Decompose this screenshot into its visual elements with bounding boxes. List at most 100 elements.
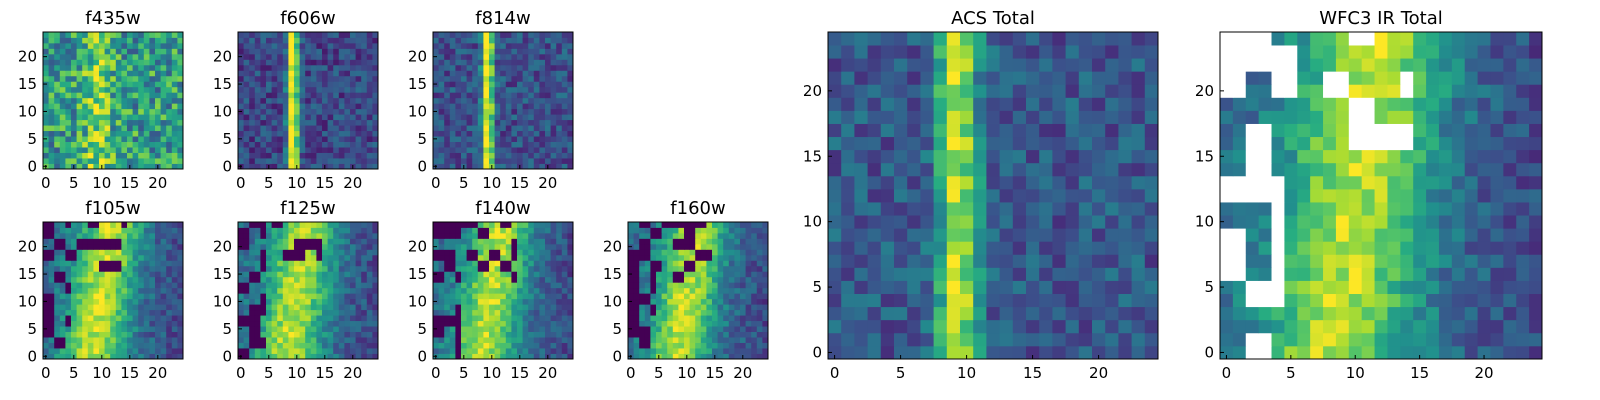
heatmap-cell xyxy=(271,353,278,360)
heatmap-cell xyxy=(132,315,139,322)
heatmap-cell xyxy=(500,114,507,121)
heatmap-cell xyxy=(545,64,551,71)
heatmap-cell xyxy=(294,92,300,99)
heatmap-cell xyxy=(455,42,462,49)
heatmap-cell xyxy=(740,342,746,349)
heatmap-cell xyxy=(517,293,523,300)
heatmap-cell xyxy=(567,92,574,99)
heatmap-cell xyxy=(661,331,668,338)
heatmap-cell xyxy=(338,64,345,71)
heatmap-cell xyxy=(489,304,495,311)
heatmap-cell xyxy=(338,260,345,267)
heatmap-cell xyxy=(438,64,445,71)
heatmap-cell xyxy=(71,298,77,305)
heatmap-cell xyxy=(455,232,462,239)
heatmap-cell xyxy=(333,75,340,82)
heatmap-cell xyxy=(477,97,484,104)
heatmap-cell xyxy=(99,249,105,256)
heatmap-cell xyxy=(254,254,261,261)
heatmap-cell xyxy=(99,331,105,338)
heatmap-cell xyxy=(143,271,150,278)
heatmap-cell xyxy=(344,298,351,305)
heatmap-cell xyxy=(734,254,741,261)
heatmap-cell xyxy=(567,75,574,82)
heatmap-cell xyxy=(661,243,668,250)
heatmap-cell xyxy=(149,282,156,289)
heatmap-cell xyxy=(1131,267,1146,281)
heatmap-cell xyxy=(149,304,156,311)
heatmap-cell xyxy=(43,158,49,164)
heatmap-cell xyxy=(316,342,323,349)
heatmap-cell xyxy=(438,37,445,44)
heatmap-cell xyxy=(48,342,55,349)
heatmap-cell xyxy=(127,147,133,153)
heatmap-cell xyxy=(472,309,479,316)
y-tick-label: 10 xyxy=(408,292,427,310)
heatmap-cell xyxy=(489,37,495,44)
heatmap-cell xyxy=(633,304,640,311)
heatmap-cell xyxy=(288,64,295,71)
heatmap-cell xyxy=(138,309,145,316)
heatmap-cell xyxy=(723,265,730,272)
heatmap-cell xyxy=(489,53,495,60)
heatmap-cell xyxy=(500,282,507,289)
heatmap-cell xyxy=(455,238,462,245)
heatmap-cell xyxy=(650,326,657,332)
heatmap-cell xyxy=(728,337,735,343)
heatmap-cell xyxy=(277,147,284,153)
heatmap-cell xyxy=(299,114,306,121)
heatmap-cell xyxy=(678,293,685,300)
heatmap-cell xyxy=(54,108,61,115)
heatmap-cell xyxy=(633,271,640,278)
heatmap-cell xyxy=(355,136,362,142)
heatmap-cell xyxy=(489,75,495,82)
heatmap-cell xyxy=(717,271,724,278)
heatmap-cell xyxy=(528,103,535,110)
heatmap-cell xyxy=(266,48,272,55)
heatmap-cell xyxy=(483,37,490,44)
heatmap-cell xyxy=(104,42,111,49)
y-tick-label: 10 xyxy=(603,292,622,310)
heatmap-cell xyxy=(366,309,373,316)
heatmap-cell xyxy=(59,152,66,159)
heatmap-cell xyxy=(999,228,1014,242)
heatmap-cell xyxy=(48,103,55,110)
heatmap-cell xyxy=(65,86,72,93)
heatmap-cell xyxy=(350,276,356,283)
heatmap-cell xyxy=(1065,241,1080,255)
heatmap-cell xyxy=(110,158,117,164)
heatmap-cell xyxy=(545,103,551,110)
heatmap-cell xyxy=(1026,280,1040,294)
heatmap-cell xyxy=(338,48,345,55)
heatmap-cell xyxy=(282,304,289,311)
heatmap-cell xyxy=(104,265,111,272)
heatmap-cell xyxy=(310,53,317,60)
heatmap-cell xyxy=(155,114,161,121)
heatmap-cell xyxy=(894,136,908,151)
heatmap-cell xyxy=(327,298,334,305)
heatmap-cell xyxy=(522,92,529,99)
heatmap-cell xyxy=(561,75,568,82)
heatmap-cell xyxy=(672,298,679,305)
heatmap-cell xyxy=(461,136,467,142)
heatmap-cell xyxy=(65,282,72,289)
heatmap-cell xyxy=(59,254,66,261)
heatmap-cell xyxy=(477,320,484,327)
heatmap-cell xyxy=(517,298,523,305)
heatmap-cell xyxy=(338,163,345,170)
heatmap-cell xyxy=(500,48,507,55)
heatmap-cell xyxy=(316,64,323,71)
heatmap-cell xyxy=(310,42,317,49)
heatmap-cell xyxy=(550,86,557,93)
heatmap-cell xyxy=(355,37,362,44)
heatmap-cell xyxy=(93,353,100,360)
heatmap-cell xyxy=(1131,175,1146,190)
heatmap-cell xyxy=(539,326,546,332)
heatmap-cell xyxy=(249,271,256,278)
heatmap-cell xyxy=(867,241,882,255)
heatmap-cell xyxy=(438,348,445,354)
heatmap-cell xyxy=(907,215,921,229)
heatmap-cell xyxy=(444,86,451,93)
heatmap-cell xyxy=(477,92,484,99)
heatmap-cell xyxy=(243,152,250,159)
